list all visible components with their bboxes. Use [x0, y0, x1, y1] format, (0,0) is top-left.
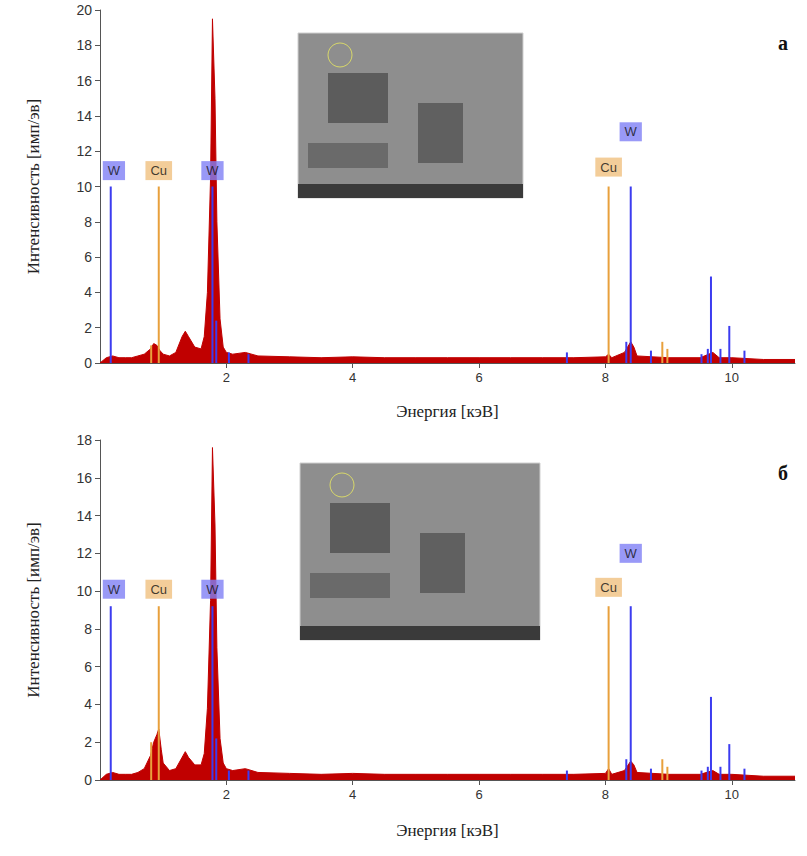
svg-text:Интенсивность [имп/эв]: Интенсивность [имп/эв] [24, 522, 43, 697]
svg-text:12: 12 [76, 143, 92, 159]
svg-text:2: 2 [223, 370, 230, 385]
svg-text:Cu: Cu [150, 582, 167, 597]
svg-text:6: 6 [475, 370, 482, 385]
svg-text:4: 4 [84, 696, 92, 712]
svg-text:0: 0 [84, 355, 92, 371]
svg-text:8: 8 [602, 787, 609, 802]
svg-text:6: 6 [84, 249, 92, 265]
svg-text:2: 2 [223, 787, 230, 802]
svg-text:2: 2 [84, 320, 92, 336]
svg-text:б: б [778, 462, 788, 484]
svg-text:10: 10 [76, 583, 92, 599]
svg-text:W: W [625, 546, 638, 561]
svg-text:Cu: Cu [150, 163, 167, 178]
svg-text:8: 8 [84, 214, 92, 230]
svg-text:18: 18 [76, 432, 92, 448]
svg-text:20: 20 [76, 2, 92, 18]
svg-text:W: W [206, 163, 219, 178]
svg-text:10: 10 [725, 787, 739, 802]
svg-text:8: 8 [84, 621, 92, 637]
svg-text:4: 4 [349, 370, 356, 385]
svg-text:14: 14 [76, 508, 92, 524]
svg-text:4: 4 [349, 787, 356, 802]
svg-text:6: 6 [84, 659, 92, 675]
svg-text:Cu: Cu [600, 580, 617, 595]
svg-text:10: 10 [725, 370, 739, 385]
svg-text:a: a [778, 32, 788, 54]
svg-text:2: 2 [84, 734, 92, 750]
svg-text:18: 18 [76, 37, 92, 53]
svg-text:W: W [108, 582, 121, 597]
svg-text:W: W [625, 124, 638, 139]
svg-text:W: W [206, 582, 219, 597]
svg-text:10: 10 [76, 179, 92, 195]
svg-text:12: 12 [76, 545, 92, 561]
svg-text:14: 14 [76, 108, 92, 124]
svg-text:4: 4 [84, 284, 92, 300]
svg-text:8: 8 [602, 370, 609, 385]
svg-text:16: 16 [76, 73, 92, 89]
svg-text:6: 6 [475, 787, 482, 802]
svg-text:Энергия [кэВ]: Энергия [кэВ] [396, 402, 499, 421]
svg-text:Энергия [кэВ]: Энергия [кэВ] [396, 821, 499, 840]
svg-text:Интенсивность [имп/эв]: Интенсивность [имп/эв] [24, 99, 43, 274]
svg-text:16: 16 [76, 470, 92, 486]
svg-text:W: W [108, 163, 121, 178]
svg-text:0: 0 [84, 772, 92, 788]
svg-text:Cu: Cu [600, 160, 617, 175]
